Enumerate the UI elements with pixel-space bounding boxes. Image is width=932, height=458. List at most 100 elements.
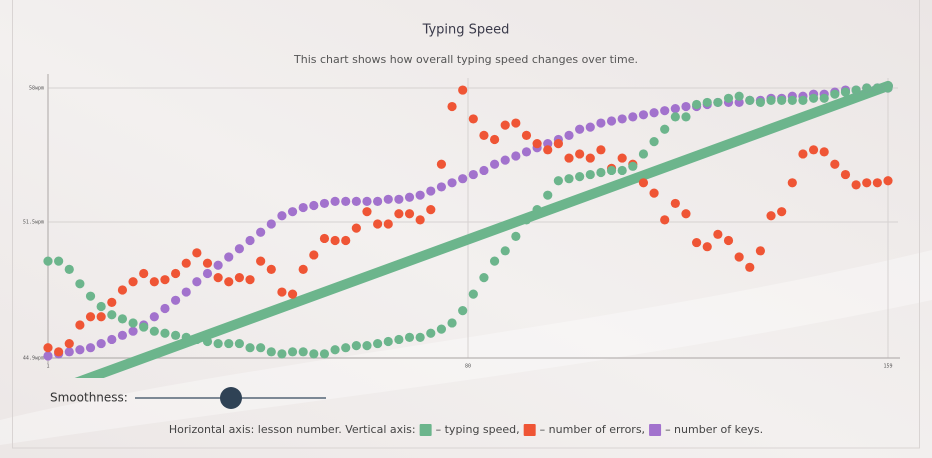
legend-swatch (523, 424, 536, 436)
data-point (181, 332, 191, 342)
data-point (755, 97, 766, 108)
data-point (298, 202, 308, 213)
data-point (234, 338, 244, 349)
data-point (777, 207, 787, 217)
data-point (479, 273, 489, 283)
data-point (617, 165, 627, 176)
data-point (245, 275, 255, 285)
data-point (64, 347, 74, 357)
data-point (362, 341, 372, 351)
data-point (649, 108, 659, 118)
data-point (404, 209, 415, 219)
data-point (245, 235, 255, 246)
data-point (415, 190, 425, 200)
data-point (628, 161, 638, 171)
x-tick-label: 159 (883, 364, 892, 370)
data-point (787, 95, 797, 105)
data-point (596, 145, 606, 155)
data-point (309, 250, 319, 260)
data-point (170, 268, 181, 279)
data-point (117, 330, 128, 340)
x-tick-label: 1 (46, 364, 49, 370)
data-point (75, 345, 85, 355)
data-point (54, 347, 64, 357)
data-point (245, 343, 255, 353)
footnote: Horizontal axis: lesson number. Vertical… (169, 423, 763, 436)
data-point (606, 116, 617, 126)
data-point (883, 83, 893, 93)
data-point (436, 182, 447, 192)
data-point (851, 85, 861, 95)
data-point (883, 176, 893, 186)
data-point (862, 83, 872, 93)
data-point (298, 264, 308, 274)
data-point (426, 328, 436, 338)
data-point (298, 347, 308, 357)
data-point (394, 209, 404, 219)
data-point (192, 248, 202, 258)
footnote-text: Horizontal axis: lesson number. Vertical… (169, 423, 416, 436)
data-point (85, 343, 96, 353)
data-point (404, 332, 415, 342)
data-point (128, 277, 138, 287)
data-point (330, 196, 340, 206)
x-tick-label: 80 (465, 364, 471, 370)
data-point (713, 229, 723, 239)
data-point (766, 95, 776, 105)
data-point (681, 101, 691, 112)
data-point (840, 169, 851, 180)
data-point (575, 124, 585, 134)
data-point (649, 188, 659, 198)
data-point (447, 101, 457, 112)
data-point (638, 149, 649, 159)
data-point (585, 169, 595, 180)
data-point (511, 151, 521, 161)
data-point (521, 215, 532, 225)
data-point (553, 139, 563, 149)
data-point (202, 336, 213, 347)
data-point (436, 324, 447, 334)
data-point (415, 332, 425, 342)
data-point (660, 215, 670, 225)
data-point (128, 318, 138, 328)
data-point (543, 145, 553, 155)
data-point (819, 147, 829, 157)
data-point (43, 351, 53, 361)
data-point (819, 93, 829, 103)
data-point (117, 314, 128, 324)
data-point (670, 104, 680, 114)
data-point (149, 326, 159, 336)
data-point (681, 112, 691, 122)
data-point (330, 345, 340, 355)
data-point (553, 176, 563, 186)
data-point (394, 334, 404, 345)
data-point (383, 219, 393, 229)
data-point (702, 242, 712, 252)
data-point (139, 322, 149, 332)
slider-knob[interactable] (220, 387, 242, 409)
data-point (500, 246, 510, 256)
data-point (479, 130, 489, 141)
legend-swatch (419, 424, 432, 436)
data-point (54, 256, 64, 266)
data-point (202, 268, 213, 279)
data-point (43, 343, 53, 353)
data-point (692, 99, 702, 110)
data-point (341, 343, 351, 353)
data-point (43, 256, 53, 266)
chart-subtitle: This chart shows how overall typing spee… (293, 53, 638, 66)
data-point (149, 312, 159, 322)
data-point (394, 194, 404, 204)
data-point (351, 341, 361, 351)
data-point (287, 289, 298, 299)
data-point (192, 277, 202, 287)
data-point (373, 338, 383, 349)
data-point (468, 169, 478, 180)
data-point (543, 190, 553, 200)
legend-swatch (649, 424, 662, 436)
data-point (319, 233, 330, 244)
data-point (351, 223, 361, 233)
data-point (564, 153, 574, 163)
